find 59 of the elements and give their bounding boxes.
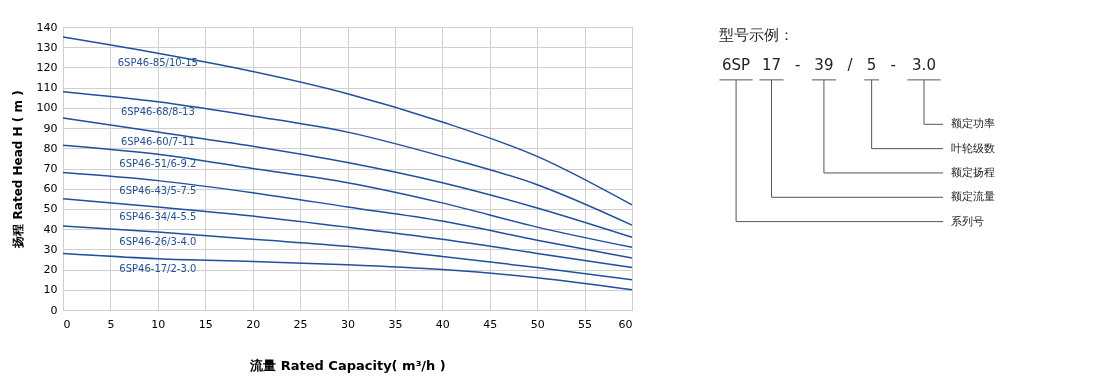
y-tick-label: 130	[36, 40, 58, 54]
text: 系列号	[951, 214, 985, 228]
series-label: 6SP46-51/6-9.2	[119, 158, 197, 170]
y-axis-title: 扬程 Rated Head H ( m )	[10, 90, 25, 249]
y-tick-label: 30	[43, 242, 58, 256]
category-label: 3.0	[912, 56, 936, 75]
category-label: -	[795, 56, 801, 75]
x-tick-label: 50	[530, 317, 545, 331]
x-tick-label: 45	[483, 317, 498, 331]
y-tick-label: 80	[43, 141, 58, 155]
text: 额定功率	[951, 117, 996, 131]
text: 叶轮级数	[951, 141, 996, 155]
text: 型号示例：	[719, 26, 795, 45]
y-tick-label: 100	[36, 101, 58, 115]
text: 额定扬程	[951, 165, 996, 179]
x-tick-label: 40	[435, 317, 450, 331]
y-tick-label: 140	[36, 20, 58, 34]
line-series	[62, 225, 633, 281]
x-tick-label: 5	[107, 317, 115, 331]
x-tick-label: 25	[293, 317, 308, 331]
x-axis-title: 流量 Rated Capacity( m³/h )	[249, 357, 446, 373]
series-label: 6SP46-85/10-15	[117, 57, 198, 69]
text: 额定流量	[951, 190, 996, 204]
series-label: 6SP46-60/7-11	[120, 136, 195, 148]
y-tick-label: 120	[36, 60, 58, 74]
category-label: 6SP	[722, 56, 751, 75]
y-tick-label: 0	[50, 303, 58, 317]
line-series	[62, 117, 633, 238]
x-tick-label: 0	[63, 317, 71, 331]
series-label: 6SP46-34/4-5.5	[119, 210, 197, 222]
series-label: 6SP46-26/3-4.0	[119, 235, 197, 247]
y-tick-label: 20	[43, 263, 58, 277]
line-series	[62, 144, 633, 249]
x-tick-label: 10	[151, 317, 166, 331]
category-label: 17	[762, 56, 782, 75]
x-tick-label: 20	[246, 317, 261, 331]
y-tick-label: 90	[43, 121, 58, 135]
y-tick-label: 10	[43, 283, 58, 297]
x-tick-label: 55	[578, 317, 593, 331]
line-series	[62, 90, 633, 226]
y-tick-label: 70	[43, 162, 58, 175]
category-label: -	[890, 56, 896, 75]
category-label: 39	[814, 56, 834, 75]
x-tick-label: 30	[341, 317, 355, 331]
category-label: 5	[866, 56, 877, 75]
line-series	[62, 171, 633, 259]
category-label: /	[847, 56, 854, 75]
y-tick-label: 110	[36, 81, 58, 95]
y-tick-label: 60	[43, 182, 58, 196]
y-tick-label: 50	[43, 202, 58, 216]
line-series	[62, 36, 633, 206]
series-label: 6SP46-68/8-13	[120, 105, 195, 117]
x-tick-label: 15	[198, 317, 213, 331]
series-label: 6SP46-17/2-3.0	[119, 262, 197, 274]
y-tick-label: 40	[43, 222, 58, 236]
x-tick-label: 60	[618, 317, 633, 331]
x-tick-label: 35	[388, 317, 403, 331]
series-label: 6SP46-43/5-7.5	[119, 184, 197, 196]
line-series	[62, 252, 633, 291]
